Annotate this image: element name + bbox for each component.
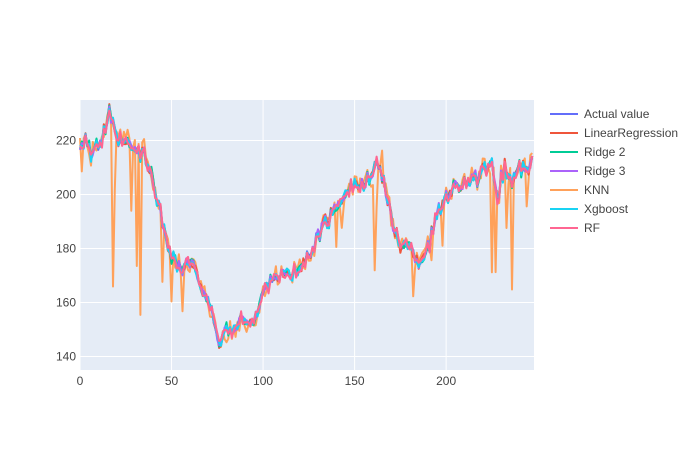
legend-label: Ridge 2: [584, 145, 626, 159]
plot-background: [80, 100, 534, 370]
legend-item[interactable]: Ridge 2: [550, 145, 626, 159]
legend-item[interactable]: Ridge 3: [550, 164, 626, 178]
legend-item[interactable]: RF: [550, 221, 600, 235]
legend-label: KNN: [584, 183, 609, 197]
legend-label: RF: [584, 221, 600, 235]
x-axis-ticks: 0 50 100 150 200: [77, 374, 457, 388]
legend-label: Actual value: [584, 107, 650, 121]
legend-label: LinearRegression: [584, 126, 678, 140]
legend[interactable]: Actual value LinearRegression Ridge 2 Ridge…: [550, 107, 678, 235]
x-tick-label: 50: [165, 374, 179, 388]
legend-item[interactable]: Actual value: [550, 107, 650, 121]
legend-item[interactable]: Xgboost: [550, 202, 629, 216]
series-line-rf: [79, 109, 534, 342]
y-tick-label: 160: [56, 296, 76, 310]
x-tick-label: 150: [345, 374, 365, 388]
legend-label: Xgboost: [584, 202, 629, 216]
x-tick-label: 100: [253, 374, 273, 388]
y-tick-label: 140: [56, 350, 76, 364]
x-tick-label: 0: [77, 374, 84, 388]
series-lines: [79, 103, 534, 349]
x-tick-label: 200: [436, 374, 456, 388]
y-tick-label: 220: [56, 134, 76, 148]
legend-label: Ridge 3: [584, 164, 626, 178]
y-axis-ticks: 140 160 180 200 220: [56, 134, 76, 364]
y-tick-label: 180: [56, 242, 76, 256]
legend-item[interactable]: LinearRegression: [550, 126, 678, 140]
legend-item[interactable]: KNN: [550, 183, 609, 197]
y-tick-label: 200: [56, 188, 76, 202]
